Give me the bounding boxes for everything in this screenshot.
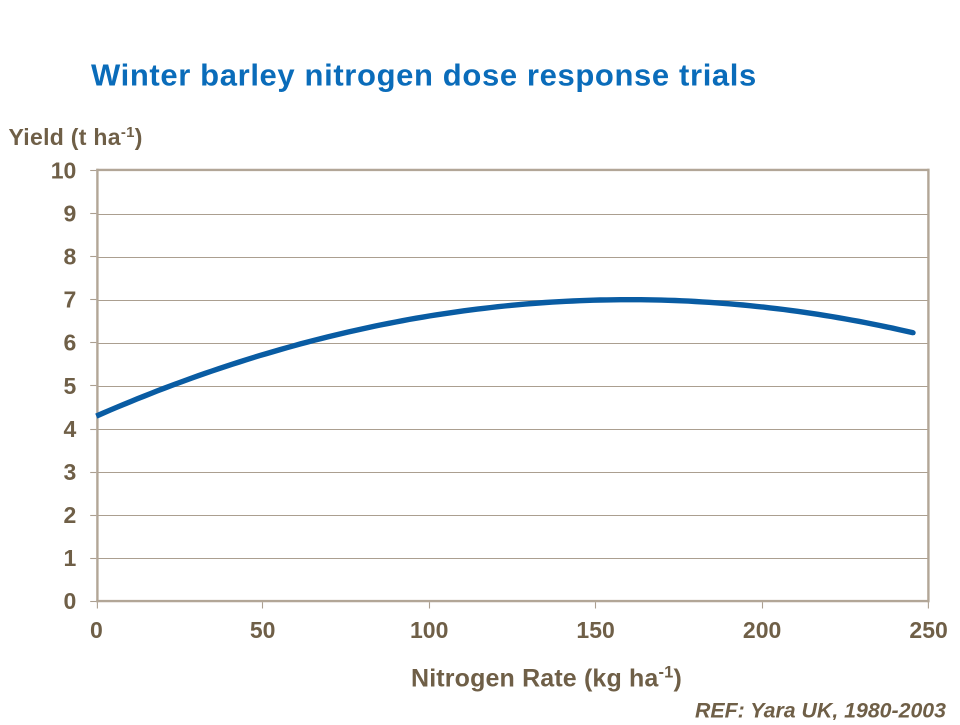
svg-text:7: 7 (64, 287, 77, 313)
svg-text:100: 100 (410, 617, 448, 643)
svg-text:Yield (t ha-1): Yield (t ha-1) (9, 124, 143, 150)
svg-text:8: 8 (64, 244, 77, 270)
svg-text:0: 0 (90, 617, 103, 643)
svg-text:6: 6 (64, 330, 77, 356)
svg-text:150: 150 (576, 617, 614, 643)
svg-text:3: 3 (64, 459, 77, 485)
svg-text:4: 4 (64, 416, 77, 442)
svg-text:5: 5 (64, 373, 77, 399)
svg-text:250: 250 (909, 617, 947, 643)
svg-text:Nitrogen Rate (kg ha-1): Nitrogen Rate (kg ha-1) (411, 663, 682, 692)
svg-text:10: 10 (51, 158, 77, 184)
svg-text:0: 0 (64, 588, 77, 614)
svg-text:2: 2 (64, 502, 77, 528)
svg-text:50: 50 (250, 617, 276, 643)
svg-text:REF: Yara UK, 1980-2003: REF: Yara UK, 1980-2003 (695, 698, 946, 720)
svg-text:9: 9 (64, 201, 77, 227)
svg-text:200: 200 (743, 617, 781, 643)
svg-text:Winter barley nitrogen dose re: Winter barley nitrogen dose response tri… (91, 58, 757, 93)
svg-text:1: 1 (64, 545, 77, 571)
